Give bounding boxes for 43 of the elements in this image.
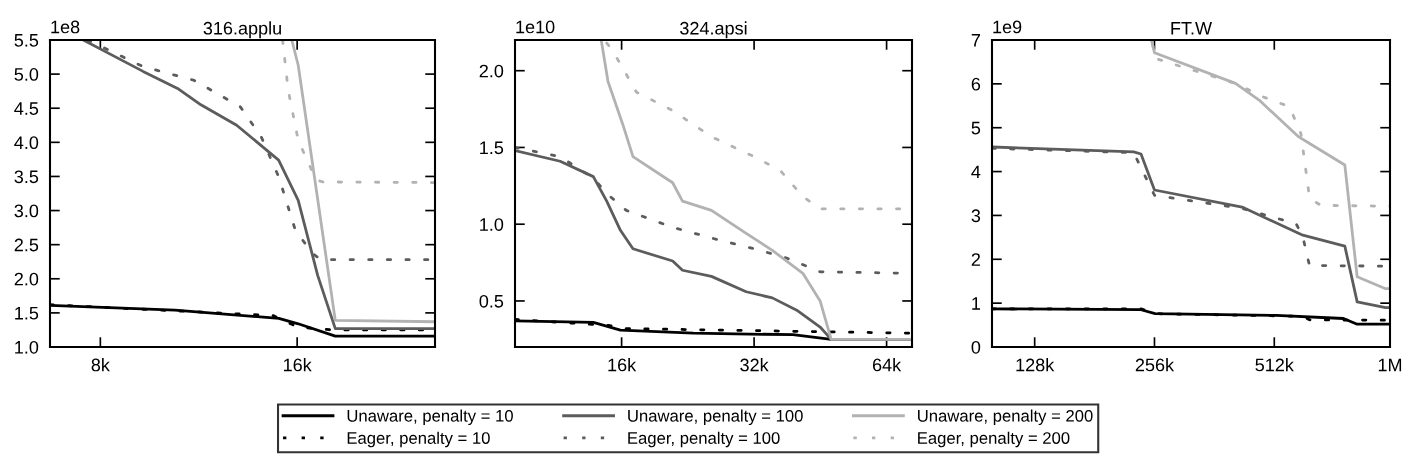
x-tick-label: 512k bbox=[1255, 358, 1294, 372]
y-tick-label: 5 bbox=[971, 121, 981, 135]
x-tick-label: 256k bbox=[1135, 358, 1175, 372]
y-tick-label: 2.0 bbox=[14, 272, 39, 286]
y-tick-label: 4.0 bbox=[14, 136, 39, 150]
text: 1e8 bbox=[51, 20, 80, 34]
chart-title: 316.applu bbox=[203, 21, 281, 39]
legend-label: Unaware, penalty = 100 bbox=[628, 409, 803, 426]
x-tick-label: 16k bbox=[283, 358, 312, 372]
x-tick-label: 8k bbox=[91, 358, 110, 372]
legend-label: Unaware, penalty = 10 bbox=[347, 409, 513, 426]
y-tick-label: 1.0 bbox=[15, 340, 39, 354]
y-tick-label: 4.5 bbox=[14, 102, 39, 115]
x-tick-label: 128k bbox=[1016, 358, 1055, 372]
y-tick-label: 2.0 bbox=[479, 64, 504, 78]
x-tick-label: 64k bbox=[872, 358, 902, 372]
legend-label: Eager, penalty = 100 bbox=[628, 431, 780, 448]
text: 1e9 bbox=[993, 20, 1022, 34]
y-tick-label: 3 bbox=[971, 209, 981, 223]
y-tick-label: 2.5 bbox=[14, 238, 39, 252]
y-tick-label: 7 bbox=[971, 34, 980, 47]
y-tick-label: 6 bbox=[971, 77, 981, 91]
y-tick-label: 4 bbox=[971, 165, 981, 179]
y-tick-label: 5.0 bbox=[14, 68, 39, 81]
x-tick-label: 1M bbox=[1378, 358, 1402, 372]
y-tick-label: 5.5 bbox=[14, 34, 39, 47]
x-tick-label: 16k bbox=[608, 358, 637, 372]
y-tick-label: 1.0 bbox=[480, 218, 504, 231]
y-tick-label: 1 bbox=[972, 297, 981, 310]
y-tick-label: 3.5 bbox=[14, 170, 39, 184]
x-tick-label: 32k bbox=[740, 358, 769, 372]
y-tick-label: 0 bbox=[971, 340, 981, 354]
legend-label: Unaware, penalty = 200 bbox=[918, 409, 1093, 426]
y-tick-label: 2 bbox=[971, 253, 980, 266]
legend-label: Eager, penalty = 200 bbox=[918, 431, 1070, 448]
y-tick-label: 3.0 bbox=[14, 204, 39, 218]
chart-title: 324.apsi bbox=[680, 21, 747, 39]
legend-label: Eager, penalty = 10 bbox=[347, 431, 490, 448]
text: 1e10 bbox=[516, 20, 555, 34]
y-tick-label: 1.5 bbox=[15, 307, 39, 320]
chart-title: FT.W bbox=[1171, 22, 1212, 35]
y-tick-label: 1.5 bbox=[480, 141, 504, 155]
y-tick-label: 0.5 bbox=[479, 294, 504, 308]
